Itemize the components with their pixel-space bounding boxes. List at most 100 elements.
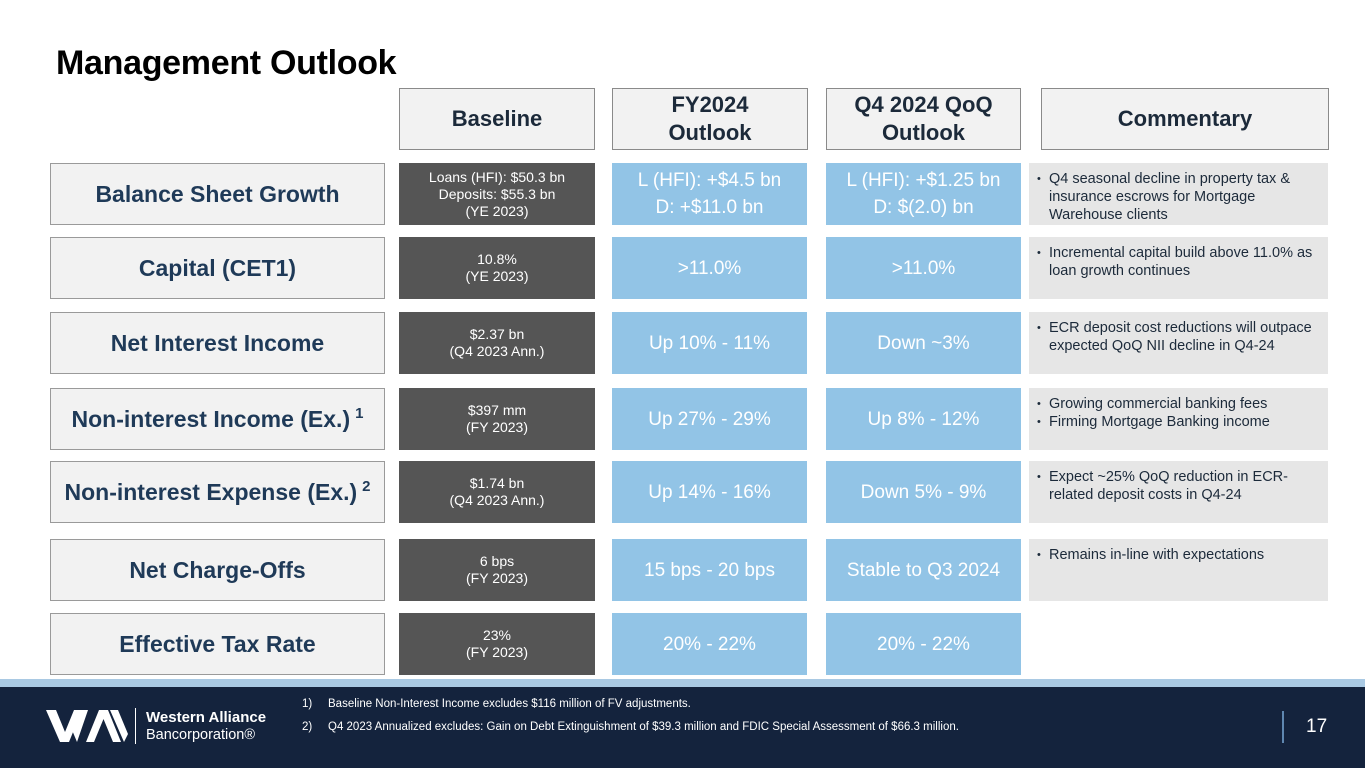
row-label-text: Non-interest Expense (Ex.) <box>64 478 358 505</box>
bullet-dot: • <box>1037 247 1041 259</box>
bullet-dot: • <box>1037 549 1041 561</box>
commentary-bullet: • Q4 seasonal decline in property tax & i… <box>1037 170 1320 224</box>
fy2024-outlook-cell: L (HFI): +$4.5 bn D: +$11.0 bn <box>612 163 807 225</box>
baseline-cell: 6 bps (FY 2023) <box>399 539 595 601</box>
baseline-line: (FY 2023) <box>466 419 528 435</box>
western-alliance-logo-icon <box>46 710 128 742</box>
q4-line: Down ~3% <box>877 332 970 354</box>
row-label-text: Effective Tax Rate <box>119 630 316 657</box>
commentary-text: Expect ~25% QoQ reduction in ECR-related… <box>1049 469 1288 503</box>
footnote-1: 1) Baseline Non-Interest Income excludes … <box>302 698 691 710</box>
footnote-2: 2) Q4 2023 Annualized excludes: Gain on D… <box>302 721 959 733</box>
fy2024-outlook-cell: 20% - 22% <box>612 613 807 675</box>
q4-line: D: $(2.0) bn <box>873 197 974 218</box>
header-baseline: Baseline <box>399 88 595 150</box>
commentary-cell: • Growing commercial banking fees • Firming… <box>1029 388 1328 450</box>
row-label-text: Net Charge-Offs <box>129 556 306 583</box>
baseline-cell: $1.74 bn (Q4 2023 Ann.) <box>399 461 595 523</box>
fy2024-outlook-cell: Up 14% - 16% <box>612 461 807 523</box>
fy2024-line: Up 14% - 16% <box>648 481 771 503</box>
commentary-text: Firming Mortgage Banking income <box>1049 414 1270 430</box>
footnote-marker: 1 <box>355 404 364 422</box>
row-label: Net Interest Income <box>50 312 385 374</box>
page-number: 17 <box>1306 716 1328 737</box>
commentary-bullet: • Expect ~25% QoQ reduction in ECR-relate… <box>1037 468 1320 504</box>
q4-outlook-cell: >11.0% <box>826 237 1021 299</box>
fy2024-line: D: +$11.0 bn <box>655 197 764 218</box>
q4-line: L (HFI): +$1.25 bn <box>846 170 1001 191</box>
row-label-text: Net Interest Income <box>110 329 325 356</box>
baseline-line: 23% <box>482 627 512 643</box>
row-label: Balance Sheet Growth <box>50 163 385 225</box>
row-label: Non-interest Income (Ex.) 1 <box>50 388 385 450</box>
baseline-line: $1.74 bn <box>469 475 525 491</box>
footnote-marker: 2 <box>362 477 371 495</box>
baseline-line: (Q4 2023 Ann.) <box>449 343 545 359</box>
q4-line: Down 5% - 9% <box>860 481 987 503</box>
baseline-cell: $2.37 bn (Q4 2023 Ann.) <box>399 312 595 374</box>
header-q4-2024-outlook: Q4 2024 QoQ Outlook <box>826 88 1021 150</box>
q4-line: Stable to Q3 2024 <box>846 559 1001 581</box>
bullet-dot: • <box>1037 173 1041 185</box>
commentary-bullet: • Growing commercial banking fees <box>1037 395 1320 413</box>
fy2024-outlook-cell: 15 bps - 20 bps <box>612 539 807 601</box>
q4-outlook-cell: Down ~3% <box>826 312 1021 374</box>
commentary-cell: • Incremental capital build above 11.0% a… <box>1029 237 1328 299</box>
fy2024-outlook-cell: Up 10% - 11% <box>612 312 807 374</box>
row-label-text: Capital (CET1) <box>138 254 297 281</box>
baseline-line: (Q4 2023 Ann.) <box>449 492 545 508</box>
commentary-text: Q4 seasonal decline in property tax & in… <box>1049 171 1290 223</box>
fy2024-line: >11.0% <box>677 257 742 279</box>
commentary-bullet: • Firming Mortgage Banking income <box>1037 413 1320 431</box>
baseline-cell: $397 mm (FY 2023) <box>399 388 595 450</box>
baseline-cell: Loans (HFI): $50.3 bn Deposits: $55.3 bn(… <box>399 163 595 225</box>
q4-outlook-cell: L (HFI): +$1.25 bn D: $(2.0) bn <box>826 163 1021 225</box>
baseline-line: (YE 2023) <box>465 268 529 284</box>
header-fy2024-outlook: FY2024 Outlook <box>612 88 808 150</box>
q4-outlook-cell: Stable to Q3 2024 <box>826 539 1021 601</box>
fy2024-line: 20% - 22% <box>663 633 756 655</box>
bullet-dot: • <box>1037 471 1041 483</box>
logo-subtitle: Bancorporation® <box>146 727 256 743</box>
commentary-cell: • ECR deposit cost reductions will outpac… <box>1029 312 1328 374</box>
footer-bar <box>0 687 1365 768</box>
commentary-bullet: • Incremental capital build above 11.0% a… <box>1037 244 1320 280</box>
baseline-line: $397 mm <box>467 402 527 418</box>
q4-line: >11.0% <box>891 257 956 279</box>
baseline-line: 10.8% <box>477 251 517 267</box>
commentary-text: Incremental capital build above 11.0% as… <box>1049 245 1313 279</box>
q4-outlook-cell: Down 5% - 9% <box>826 461 1021 523</box>
row-label-text: Non-interest Income (Ex.) <box>71 405 351 432</box>
baseline-line: Loans (HFI): $50.3 bn <box>428 168 566 185</box>
baseline-line: (FY 2023) <box>466 644 528 660</box>
page-title: Management Outlook <box>56 44 397 82</box>
commentary-bullet: • ECR deposit cost reductions will outpac… <box>1037 319 1320 355</box>
commentary-text: Remains in-line with expectations <box>1049 547 1265 563</box>
q4-outlook-cell: 20% - 22% <box>826 613 1021 675</box>
row-label-text: Balance Sheet Growth <box>95 180 340 207</box>
fy2024-outlook-cell: Up 27% - 29% <box>612 388 807 450</box>
baseline-line: Deposits: $55.3 bn <box>438 185 556 202</box>
commentary-text: ECR deposit cost reductions will outpace… <box>1049 320 1312 354</box>
row-label: Effective Tax Rate <box>50 613 385 675</box>
fy2024-line: Up 27% - 29% <box>648 408 771 430</box>
fy2024-line: 15 bps - 20 bps <box>644 559 775 581</box>
baseline-cell: 23% (FY 2023) <box>399 613 595 675</box>
logo-divider <box>135 708 136 744</box>
bullet-dot: • <box>1037 398 1041 410</box>
baseline-cell: 10.8% (YE 2023) <box>399 237 595 299</box>
commentary-text: Growing commercial banking fees <box>1049 396 1268 412</box>
commentary-cell: • Expect ~25% QoQ reduction in ECR-relate… <box>1029 461 1328 523</box>
baseline-line: (YE 2023) <box>465 202 529 219</box>
baseline-line: (FY 2023) <box>466 570 528 586</box>
commentary-cell: • Remains in-line with expectations <box>1029 539 1328 601</box>
commentary-cell: • Q4 seasonal decline in property tax & i… <box>1029 163 1328 225</box>
footer-accent-strip <box>0 679 1365 687</box>
row-label: Non-interest Expense (Ex.) 2 <box>50 461 385 523</box>
fy2024-outlook-cell: >11.0% <box>612 237 807 299</box>
row-label: Capital (CET1) <box>50 237 385 299</box>
logo-name: Western Alliance <box>146 709 267 726</box>
fy2024-line: L (HFI): +$4.5 bn <box>637 170 782 191</box>
bullet-dot: • <box>1037 322 1041 334</box>
page-number-divider <box>1282 711 1284 743</box>
